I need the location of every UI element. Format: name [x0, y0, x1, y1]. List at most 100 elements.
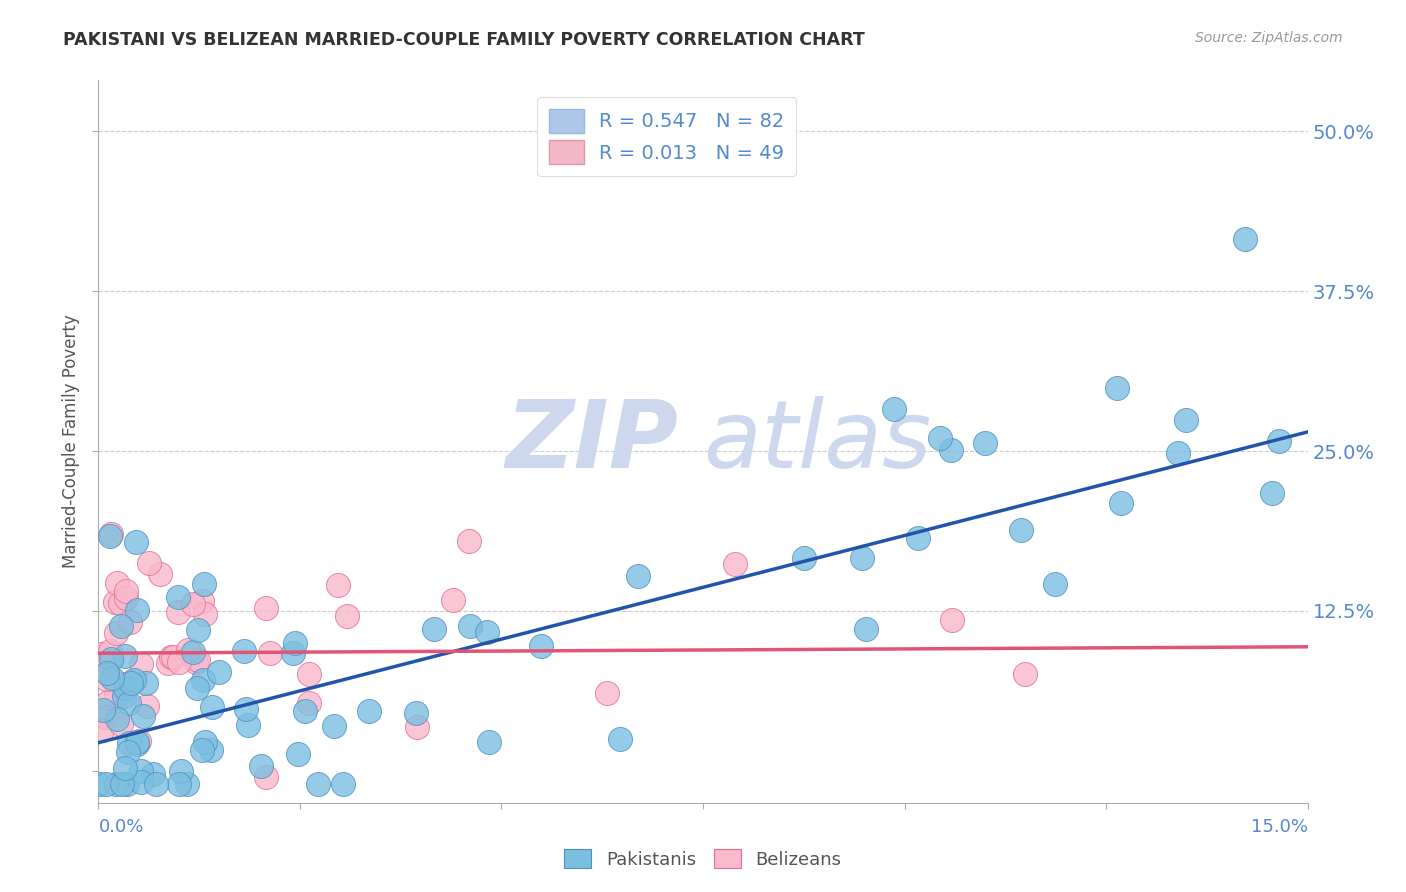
Point — [1014, 666, 1036, 681]
Point — [129, 774, 152, 789]
Point — [114, 681, 136, 695]
Point — [1261, 486, 1284, 500]
Point — [357, 704, 380, 718]
Point — [100, 528, 122, 542]
Point — [939, 442, 962, 457]
Point — [287, 747, 309, 761]
Point — [117, 736, 139, 750]
Point — [127, 738, 149, 752]
Point — [167, 776, 190, 790]
Text: PAKISTANI VS BELIZEAN MARRIED-COUPLE FAMILY POVERTY CORRELATION CHART: PAKISTANI VS BELIZEAN MARRIED-COUPLE FAM… — [63, 31, 865, 49]
Point — [855, 623, 877, 637]
Point — [609, 731, 631, 746]
Point — [235, 701, 257, 715]
Point — [100, 671, 122, 685]
Point — [162, 650, 184, 665]
Point — [127, 603, 149, 617]
Point — [107, 575, 129, 590]
Point — [105, 776, 128, 790]
Point — [160, 650, 183, 665]
Point — [250, 759, 273, 773]
Point — [907, 531, 929, 545]
Point — [1166, 446, 1188, 460]
Text: 15.0%: 15.0% — [1250, 818, 1308, 836]
Point — [112, 690, 135, 704]
Point — [122, 673, 145, 687]
Point — [332, 776, 354, 790]
Point — [723, 557, 745, 571]
Point — [117, 776, 139, 790]
Point — [194, 735, 217, 749]
Point — [405, 706, 427, 720]
Point — [100, 652, 122, 666]
Point — [530, 639, 553, 653]
Point — [626, 568, 648, 582]
Point — [298, 697, 321, 711]
Point — [111, 776, 134, 790]
Text: Source: ZipAtlas.com: Source: ZipAtlas.com — [1195, 31, 1343, 45]
Point — [187, 624, 209, 638]
Point — [307, 776, 329, 790]
Point — [104, 595, 127, 609]
Point — [129, 764, 152, 778]
Point — [475, 625, 498, 640]
Point — [167, 590, 190, 604]
Point — [89, 647, 111, 661]
Point — [114, 591, 136, 606]
Point — [193, 577, 215, 591]
Point — [120, 615, 142, 630]
Legend: R = 0.547   N = 82, R = 0.013   N = 49: R = 0.547 N = 82, R = 0.013 N = 49 — [537, 97, 796, 176]
Point — [135, 698, 157, 713]
Point — [851, 551, 873, 566]
Point — [157, 656, 180, 670]
Point — [284, 636, 307, 650]
Point — [111, 677, 134, 691]
Point — [96, 672, 118, 686]
Point — [110, 619, 132, 633]
Point — [108, 596, 131, 610]
Point — [91, 703, 114, 717]
Point — [114, 649, 136, 664]
Point — [117, 696, 139, 710]
Point — [176, 642, 198, 657]
Point — [405, 720, 427, 734]
Legend: Pakistanis, Belizeans: Pakistanis, Belizeans — [557, 842, 849, 876]
Point — [208, 665, 231, 680]
Point — [120, 676, 142, 690]
Point — [186, 681, 208, 696]
Point — [96, 710, 118, 724]
Point — [96, 665, 118, 680]
Point — [98, 644, 121, 658]
Point — [443, 592, 465, 607]
Text: ZIP: ZIP — [506, 395, 679, 488]
Point — [193, 673, 215, 688]
Point — [194, 607, 217, 621]
Point — [298, 666, 321, 681]
Point — [458, 619, 481, 633]
Point — [145, 776, 167, 790]
Point — [191, 594, 214, 608]
Point — [184, 655, 207, 669]
Point — [1105, 380, 1128, 394]
Point — [110, 716, 132, 731]
Point — [928, 431, 950, 445]
Point — [191, 743, 214, 757]
Point — [100, 527, 122, 541]
Point — [97, 695, 120, 709]
Text: atlas: atlas — [703, 396, 931, 487]
Point — [114, 761, 136, 775]
Point — [1010, 523, 1032, 537]
Point — [294, 704, 316, 718]
Point — [232, 644, 254, 658]
Point — [138, 556, 160, 570]
Point — [458, 533, 481, 548]
Point — [97, 657, 120, 671]
Point — [94, 776, 117, 790]
Point — [132, 709, 155, 723]
Point — [596, 686, 619, 700]
Point — [322, 718, 344, 732]
Point — [478, 734, 501, 748]
Point — [127, 735, 149, 749]
Point — [128, 734, 150, 748]
Point — [176, 776, 198, 790]
